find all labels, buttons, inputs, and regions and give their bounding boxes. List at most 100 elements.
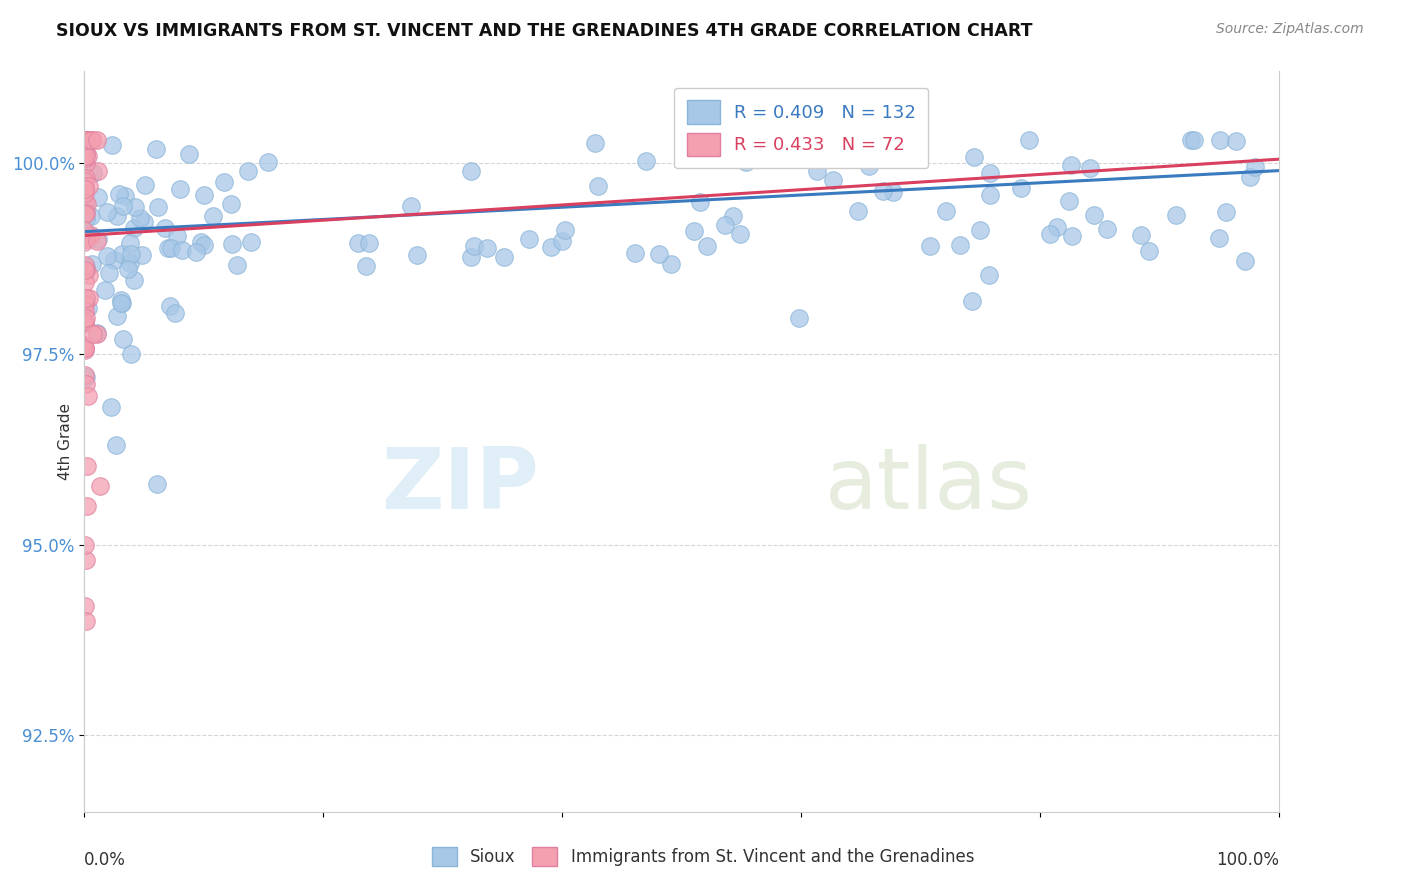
Point bbox=[1164, 208, 1187, 222]
Point bbox=[73, 538, 96, 552]
Point bbox=[76, 500, 98, 514]
Point bbox=[86, 326, 108, 341]
Point bbox=[202, 209, 225, 223]
Point bbox=[75, 341, 97, 355]
Point bbox=[714, 219, 737, 233]
Point bbox=[100, 400, 122, 414]
Point bbox=[689, 194, 711, 209]
Point bbox=[172, 244, 194, 258]
Point bbox=[540, 240, 562, 254]
Point bbox=[75, 303, 97, 318]
Point bbox=[120, 246, 142, 260]
Point bbox=[1078, 161, 1101, 175]
Point bbox=[159, 299, 181, 313]
Point bbox=[193, 187, 215, 202]
Point bbox=[683, 224, 706, 238]
Point bbox=[73, 133, 96, 147]
Point bbox=[110, 293, 132, 308]
Point bbox=[828, 138, 851, 153]
Point bbox=[105, 438, 128, 452]
Point bbox=[359, 236, 381, 251]
Point bbox=[1215, 205, 1237, 219]
Y-axis label: 4th Grade: 4th Grade bbox=[58, 403, 73, 480]
Point bbox=[696, 239, 718, 253]
Point bbox=[75, 263, 97, 277]
Point bbox=[75, 186, 97, 201]
Point bbox=[73, 599, 96, 613]
Point bbox=[124, 200, 146, 214]
Point bbox=[73, 142, 96, 156]
Point bbox=[86, 133, 108, 147]
Point bbox=[73, 178, 96, 193]
Point bbox=[73, 341, 96, 355]
Point bbox=[73, 133, 96, 147]
Point bbox=[73, 259, 96, 273]
Point bbox=[87, 190, 110, 204]
Point bbox=[492, 250, 515, 264]
Point bbox=[920, 238, 942, 252]
Point bbox=[77, 268, 100, 283]
Point bbox=[846, 204, 869, 219]
Point bbox=[73, 263, 96, 277]
Point bbox=[77, 133, 100, 147]
Point bbox=[86, 234, 108, 248]
Point bbox=[96, 204, 118, 219]
Point bbox=[1208, 230, 1230, 244]
Point bbox=[184, 244, 207, 259]
Point bbox=[872, 184, 894, 198]
Point bbox=[1239, 169, 1261, 184]
Point bbox=[146, 476, 169, 491]
Point bbox=[806, 164, 828, 178]
Point bbox=[75, 133, 97, 147]
Point bbox=[75, 133, 97, 147]
Point bbox=[73, 194, 96, 208]
Point bbox=[75, 211, 97, 226]
Point bbox=[517, 232, 540, 246]
Point bbox=[219, 197, 242, 211]
Point bbox=[190, 235, 212, 250]
Point bbox=[110, 296, 132, 310]
Text: atlas: atlas bbox=[825, 444, 1033, 527]
Point bbox=[399, 199, 422, 213]
Point bbox=[1057, 194, 1080, 208]
Point bbox=[960, 294, 983, 309]
Point bbox=[977, 268, 1000, 283]
Point bbox=[103, 253, 125, 268]
Point bbox=[73, 317, 96, 331]
Point bbox=[76, 149, 98, 163]
Point bbox=[75, 553, 97, 567]
Point bbox=[586, 178, 609, 193]
Point bbox=[1018, 133, 1040, 147]
Point bbox=[145, 142, 167, 156]
Point bbox=[821, 173, 844, 187]
Point bbox=[73, 149, 96, 163]
Point bbox=[75, 614, 97, 628]
Point bbox=[75, 291, 97, 305]
Point bbox=[1180, 133, 1202, 147]
Point bbox=[475, 241, 498, 255]
Point bbox=[73, 133, 96, 147]
Point bbox=[728, 227, 751, 241]
Point bbox=[111, 247, 134, 261]
Point bbox=[108, 186, 131, 201]
Point bbox=[963, 149, 986, 163]
Point bbox=[75, 376, 97, 391]
Point bbox=[76, 196, 98, 211]
Point bbox=[114, 189, 136, 203]
Point bbox=[132, 215, 155, 229]
Point bbox=[160, 241, 183, 255]
Point bbox=[80, 133, 103, 147]
Point bbox=[75, 133, 97, 147]
Point bbox=[1225, 134, 1247, 148]
Point bbox=[73, 133, 96, 147]
Point bbox=[169, 182, 191, 196]
Point bbox=[882, 185, 904, 199]
Point bbox=[1083, 208, 1105, 222]
Point bbox=[75, 260, 97, 274]
Point bbox=[82, 165, 104, 179]
Point bbox=[221, 237, 243, 252]
Point bbox=[460, 164, 482, 178]
Point bbox=[80, 209, 103, 223]
Point bbox=[82, 327, 104, 342]
Point bbox=[193, 238, 215, 252]
